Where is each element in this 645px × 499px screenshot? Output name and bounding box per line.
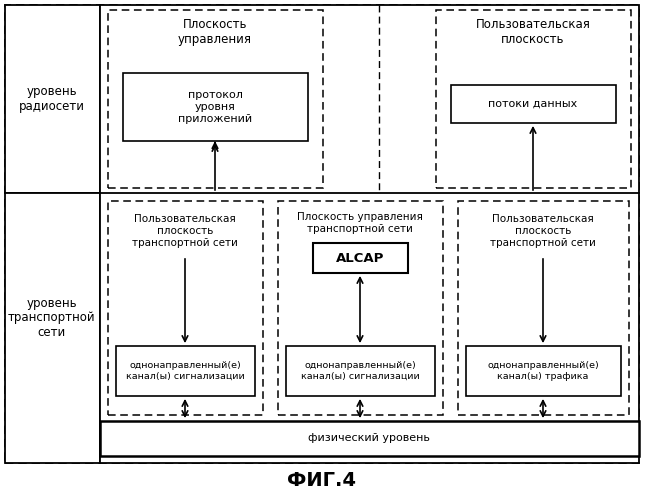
Bar <box>313 243 408 273</box>
Text: однонаправленный(е)
канал(ы) сигнализации: однонаправленный(е) канал(ы) сигнализаци… <box>301 361 419 381</box>
Bar <box>116 346 255 396</box>
Bar <box>466 346 621 396</box>
Text: Пользовательская
плоскость
транспортной сети: Пользовательская плоскость транспортной … <box>132 215 238 248</box>
Text: уровень
радиосети: уровень радиосети <box>19 85 85 113</box>
Text: ФИГ.4: ФИГ.4 <box>288 472 357 491</box>
Bar <box>5 193 100 463</box>
Text: ALCAP: ALCAP <box>336 251 384 264</box>
Bar <box>108 201 263 415</box>
Text: однонаправленный(е)
канал(ы) сигнализации: однонаправленный(е) канал(ы) сигнализаци… <box>126 361 244 381</box>
Text: однонаправленный(е)
канал(ы) трафика: однонаправленный(е) канал(ы) трафика <box>487 361 599 381</box>
Text: протокол
уровня
приложений: протокол уровня приложений <box>178 90 252 124</box>
Text: Пользовательская
плоскость: Пользовательская плоскость <box>475 18 590 46</box>
Bar <box>100 421 639 456</box>
Bar <box>286 346 435 396</box>
Bar <box>5 5 100 193</box>
Bar <box>436 10 631 188</box>
Bar <box>108 10 323 188</box>
Text: уровень
транспортной
сети: уровень транспортной сети <box>8 296 96 339</box>
Bar <box>278 201 443 415</box>
Bar <box>100 5 639 463</box>
Text: Плоскость
управления: Плоскость управления <box>178 18 252 46</box>
Text: Пользовательская
плоскость
транспортной сети: Пользовательская плоскость транспортной … <box>490 215 596 248</box>
Bar <box>123 73 308 141</box>
Text: физический уровень: физический уровень <box>308 433 430 443</box>
Bar <box>451 85 616 123</box>
Text: Плоскость управления
транспортной сети: Плоскость управления транспортной сети <box>297 212 423 234</box>
Bar <box>458 201 629 415</box>
Text: потоки данных: потоки данных <box>488 99 578 109</box>
